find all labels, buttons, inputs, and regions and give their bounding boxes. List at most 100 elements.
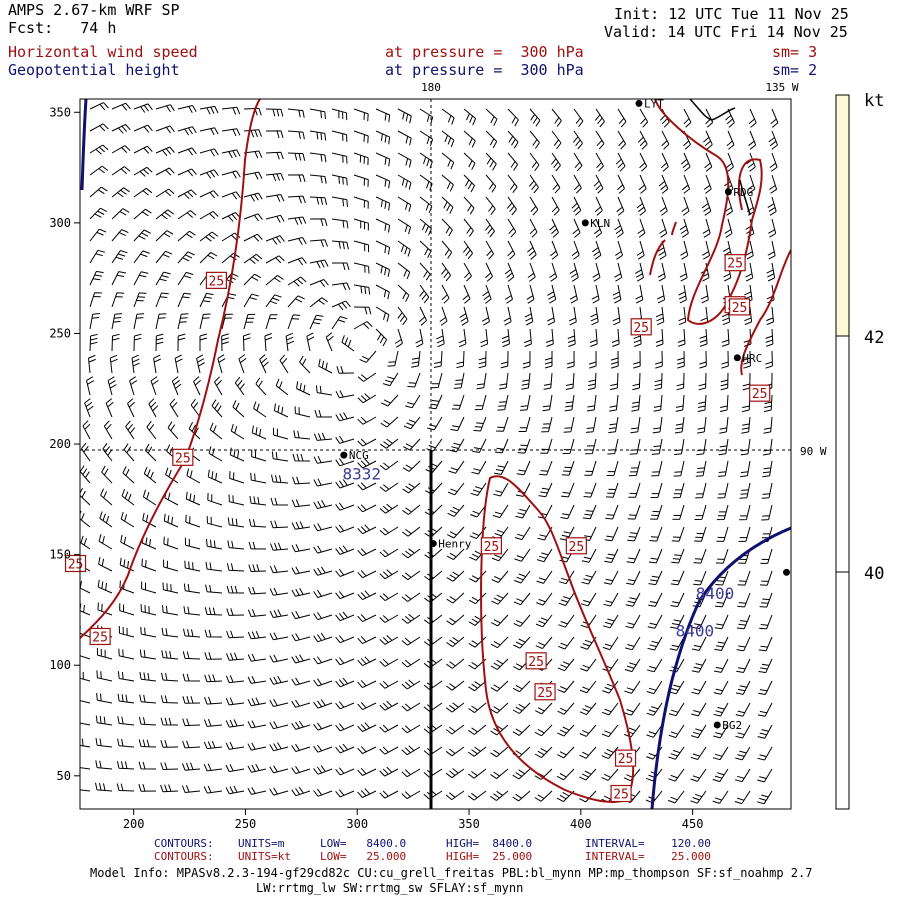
wind-barb [628, 460, 641, 477]
wind-barb [624, 680, 641, 694]
speed-label-box [525, 652, 547, 670]
wind-barb [375, 306, 390, 322]
wind-barb [269, 742, 289, 752]
wind-barb [646, 724, 663, 738]
speed-label-box [630, 318, 652, 336]
wind-barb [558, 570, 575, 585]
wind-barb [607, 438, 619, 455]
wind-barb [453, 372, 465, 389]
wind-barb [485, 218, 495, 238]
wind-barb [211, 399, 223, 418]
wind-barb [610, 350, 619, 369]
station-label: Henry [438, 538, 471, 551]
wind-barb [402, 460, 421, 472]
wind-barb [163, 559, 179, 572]
wind-barb [357, 680, 377, 689]
wind-barb [199, 333, 208, 351]
wind-barb [719, 394, 729, 412]
wind-barb [379, 766, 399, 777]
contours-speed-low: LOW= 25.000 [320, 850, 407, 863]
wind-barb [534, 724, 553, 737]
wind-barb [353, 262, 370, 274]
wind-barb [536, 548, 553, 563]
wind-barb [462, 284, 471, 304]
wind-barb [353, 218, 369, 231]
wind-barb [226, 585, 245, 594]
wind-barb [269, 609, 289, 618]
contours-speed-interval: INTERVAL= 25.000 [585, 850, 711, 863]
wind-barb [735, 680, 751, 695]
wind-barb [646, 702, 663, 716]
wind-barb [512, 790, 531, 802]
wind-barb [602, 614, 619, 629]
wind-barb [397, 262, 411, 280]
speed-label-box [565, 537, 587, 555]
wind-barb [313, 632, 333, 643]
wind-barb [139, 671, 157, 682]
wind-barb [683, 108, 692, 128]
wind-barb [528, 174, 539, 194]
wind-barb [715, 570, 729, 586]
wind-barb [133, 145, 153, 154]
wind-barb [183, 628, 201, 638]
wind-barb [162, 582, 179, 594]
wind-barb [313, 545, 333, 554]
wind-barb [703, 174, 712, 194]
wind-barb [690, 790, 707, 804]
wind-barb [425, 482, 443, 495]
wind-barb [296, 381, 311, 396]
wind-barb [468, 724, 487, 735]
wind-barb [141, 581, 157, 594]
wind-barb [445, 790, 465, 801]
wind-barb [513, 614, 531, 627]
wind-barb [294, 406, 311, 418]
wind-barb [614, 262, 623, 282]
wind-barb [331, 282, 351, 291]
wind-barb [516, 460, 531, 476]
wind-barb [89, 207, 108, 220]
wind-barb [255, 377, 267, 396]
wind-barb [313, 678, 333, 687]
wind-barb [353, 240, 370, 253]
wind-barb [265, 194, 285, 202]
wind-barb [423, 680, 443, 691]
wind-barb [379, 482, 399, 492]
wind-barb [594, 108, 605, 128]
wind-barb [481, 306, 490, 326]
wind-barb [770, 108, 779, 128]
wind-barb [557, 702, 575, 715]
wind-barb [291, 587, 311, 597]
wind-barb [287, 314, 301, 330]
wind-barb [766, 262, 776, 282]
wind-barb [401, 768, 421, 778]
wind-barb [636, 240, 645, 260]
wind-barb [336, 366, 355, 374]
wind-barb [379, 592, 399, 602]
wind-barb [185, 514, 201, 528]
wind-barb [474, 394, 487, 411]
wind-barb [232, 400, 245, 418]
wind-barb [242, 333, 251, 352]
wind-barb [463, 262, 472, 282]
wind-barb [381, 394, 399, 407]
wind-barb [557, 746, 575, 759]
wind-barb [160, 717, 179, 726]
wind-barb [468, 746, 487, 757]
wind-barb [117, 716, 135, 726]
wind-barb [199, 127, 219, 136]
wind-barb [423, 702, 443, 712]
wind-barb [226, 630, 245, 639]
speed-contours-layer [80, 99, 791, 803]
wind-barb [133, 271, 149, 286]
wind-barb [265, 214, 285, 223]
wind-barb [315, 385, 333, 396]
wind-barb [314, 409, 332, 418]
wind-barb [480, 328, 489, 348]
wind-barb [758, 680, 773, 695]
wind-barb [628, 482, 641, 498]
wind-barb [485, 130, 498, 149]
wind-barb [691, 680, 707, 695]
wind-barb [102, 443, 113, 462]
speed-label-box [480, 537, 502, 555]
wind-barb [692, 614, 707, 630]
